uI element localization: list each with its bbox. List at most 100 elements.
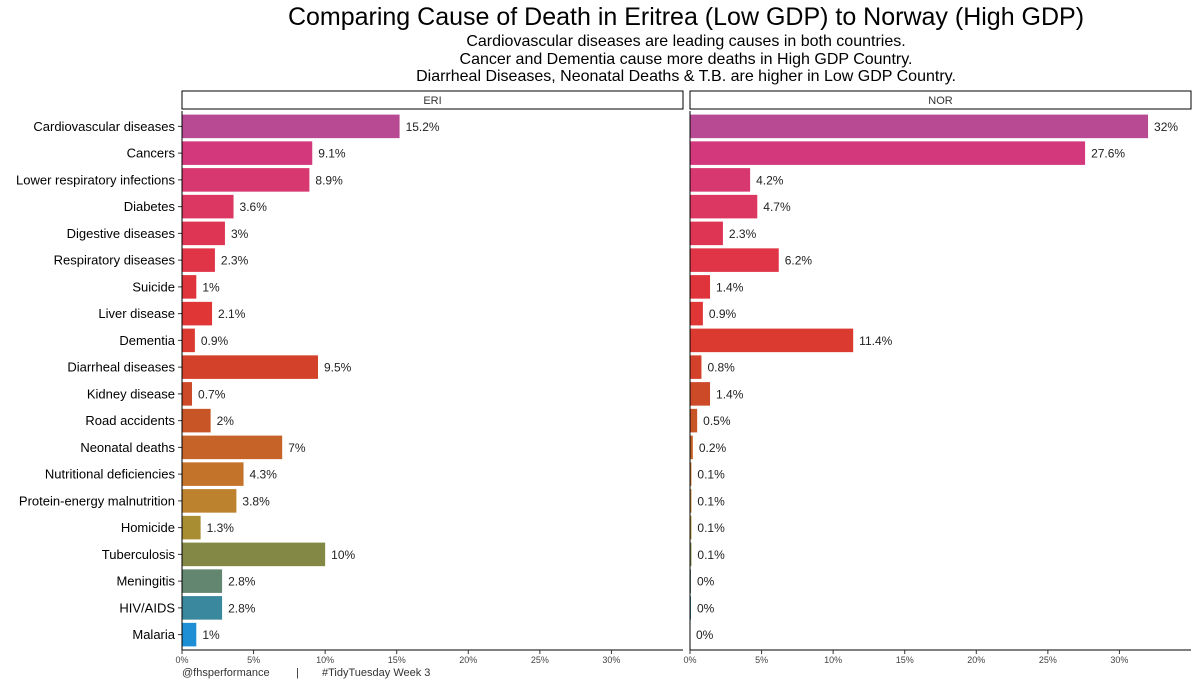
bar xyxy=(182,168,310,192)
chart-title: Comparing Cause of Death in Eritrea (Low… xyxy=(287,3,1085,31)
bar xyxy=(182,114,400,139)
bar xyxy=(690,248,779,272)
category-label: Meningitis xyxy=(116,574,175,589)
bar xyxy=(182,328,195,353)
bar xyxy=(182,462,244,486)
category-label: Cancers xyxy=(127,146,176,161)
data-label: 11.4% xyxy=(859,334,892,348)
bar xyxy=(182,489,237,513)
x-tick-label: 10% xyxy=(316,655,334,665)
bar xyxy=(182,355,318,379)
category-label: Protein-energy malnutrition xyxy=(19,493,175,508)
data-label: 0.1% xyxy=(697,468,725,482)
bar xyxy=(182,515,201,540)
data-label: 0% xyxy=(697,601,715,615)
bar xyxy=(690,301,703,326)
data-label: 0.2% xyxy=(699,441,727,455)
data-label: 4.7% xyxy=(763,200,791,214)
caption-separator: | xyxy=(296,667,299,679)
bar xyxy=(690,141,1086,165)
category-label: Kidney disease xyxy=(87,386,175,401)
category-label: Homicide xyxy=(121,520,175,535)
bar xyxy=(182,141,313,165)
category-label: Cardiovascular diseases xyxy=(33,119,175,134)
category-label: Nutritional deficiencies xyxy=(45,467,176,482)
x-tick-label: 25% xyxy=(1039,655,1057,665)
facet-strip-label: NOR xyxy=(928,95,953,107)
category-label: Dementia xyxy=(119,333,175,348)
bar xyxy=(690,355,702,379)
bar xyxy=(182,194,234,219)
data-label: 2.3% xyxy=(729,227,757,241)
data-label: 3.8% xyxy=(242,494,270,508)
x-tick-label: 25% xyxy=(531,655,549,665)
x-tick-label: 0% xyxy=(175,655,188,665)
x-tick-label: 30% xyxy=(1110,655,1128,665)
data-label: 3% xyxy=(231,227,249,241)
bar xyxy=(182,408,211,433)
x-tick-label: 5% xyxy=(755,655,768,665)
data-label: 0.8% xyxy=(707,361,735,375)
bar xyxy=(690,489,692,513)
chart-subtitle-line-1: Cardiovascular diseases are leading caus… xyxy=(466,33,906,50)
bar xyxy=(182,382,193,406)
category-label: Neonatal deaths xyxy=(80,440,175,455)
data-label: 1% xyxy=(202,280,220,294)
data-label: 10% xyxy=(331,548,355,562)
data-label: 1.4% xyxy=(716,280,744,294)
category-label: Respiratory diseases xyxy=(54,253,176,268)
bar xyxy=(182,435,283,460)
data-label: 0.9% xyxy=(709,307,737,321)
data-label: 15.2% xyxy=(406,120,440,134)
bar xyxy=(182,622,197,647)
data-label: 0.9% xyxy=(201,334,229,348)
bar xyxy=(690,328,854,353)
data-label: 4.3% xyxy=(250,468,278,482)
bar xyxy=(690,382,711,406)
category-label: Lower respiratory infections xyxy=(16,172,175,187)
data-label: 2.1% xyxy=(218,307,246,321)
category-label: Suicide xyxy=(132,279,175,294)
data-label: 0.1% xyxy=(697,548,725,562)
bar xyxy=(182,596,223,620)
bar xyxy=(182,542,326,567)
data-label: 1.4% xyxy=(716,387,744,401)
data-label: 27.6% xyxy=(1091,147,1125,161)
bar xyxy=(182,248,215,272)
data-label: 0.1% xyxy=(697,494,725,508)
bar xyxy=(690,515,692,540)
bar xyxy=(182,275,197,299)
bar xyxy=(182,221,225,246)
category-label: Liver disease xyxy=(98,306,175,321)
x-tick-label: 15% xyxy=(388,655,406,665)
data-label: 6.2% xyxy=(785,254,813,268)
x-tick-label: 10% xyxy=(824,655,842,665)
bar xyxy=(690,275,711,299)
data-label: 0% xyxy=(697,575,715,589)
x-tick-label: 0% xyxy=(683,655,696,665)
bar xyxy=(690,114,1149,139)
x-tick-label: 15% xyxy=(896,655,914,665)
facet-strip-label: ERI xyxy=(423,95,441,107)
data-label: 32% xyxy=(1154,120,1178,134)
data-label: 8.9% xyxy=(315,173,343,187)
category-label: Road accidents xyxy=(85,413,175,428)
data-label: 3.6% xyxy=(240,200,268,214)
data-label: 2.8% xyxy=(228,575,256,589)
data-label: 1% xyxy=(202,628,220,642)
bar xyxy=(690,221,723,246)
x-tick-label: 20% xyxy=(967,655,985,665)
x-tick-label: 30% xyxy=(602,655,620,665)
data-label: 9.5% xyxy=(324,361,352,375)
bar xyxy=(690,408,698,433)
bar xyxy=(182,569,223,593)
chart-subtitle-line-3: Diarrheal Diseases, Neonatal Deaths & T.… xyxy=(416,68,956,85)
bar xyxy=(182,301,213,326)
category-label: Diabetes xyxy=(124,199,176,214)
x-tick-label: 20% xyxy=(459,655,477,665)
data-label: 7% xyxy=(288,441,306,455)
facet-strip xyxy=(181,90,684,110)
category-label: Diarrheal diseases xyxy=(67,360,175,375)
chart-subtitle-line-2: Cancer and Dementia cause more deaths in… xyxy=(459,51,913,68)
